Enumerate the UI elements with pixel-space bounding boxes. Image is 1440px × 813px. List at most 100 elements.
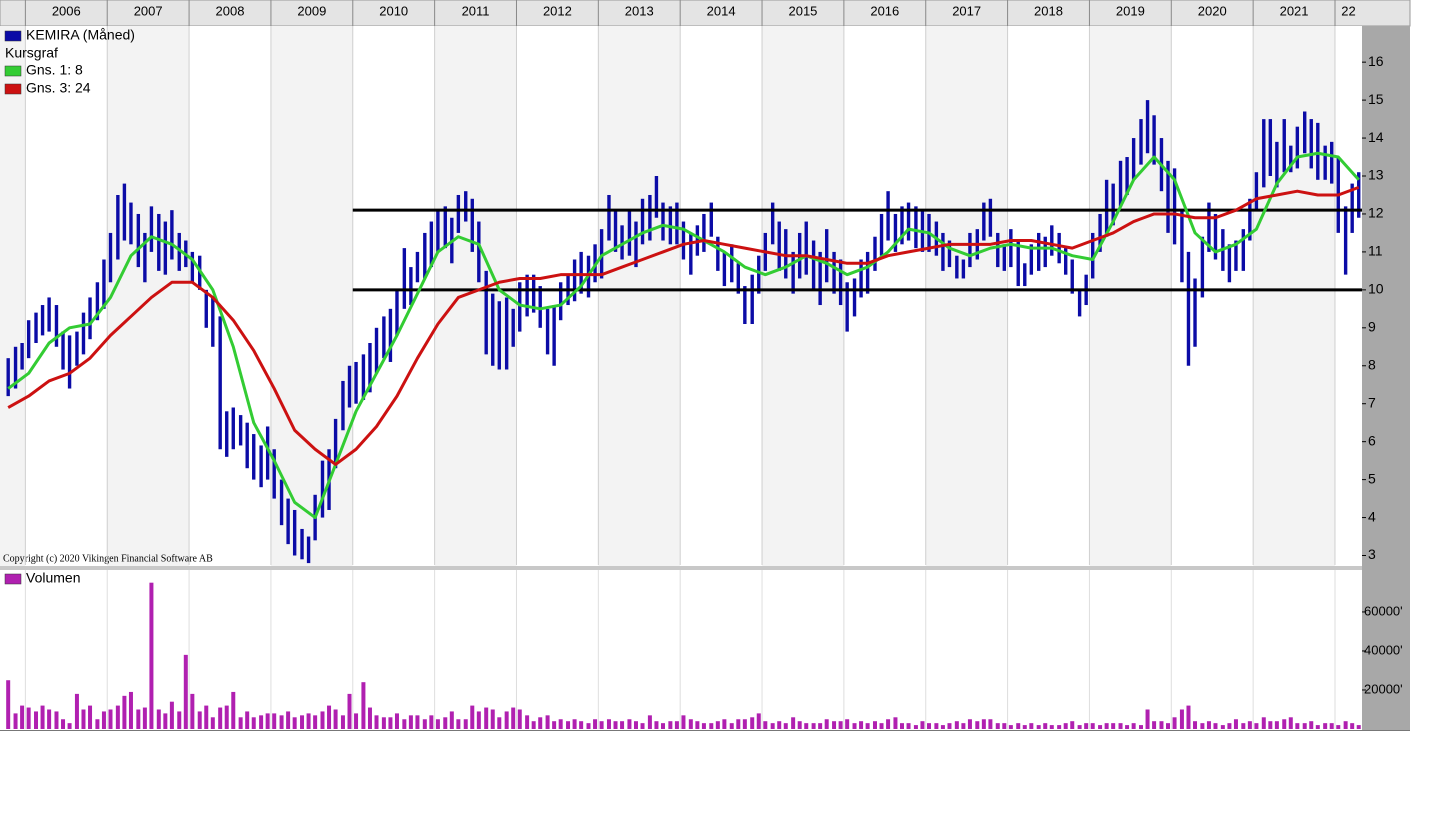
- volume-bar: [306, 713, 311, 729]
- volume-bar: [251, 717, 256, 729]
- volume-bar: [770, 723, 775, 729]
- volume-bar: [1323, 723, 1328, 729]
- y-tick-label: 14: [1368, 129, 1384, 145]
- volume-bar: [402, 719, 407, 729]
- x-tick-label: 2018: [1034, 3, 1063, 18]
- volume-bar: [1063, 723, 1068, 729]
- volume-bar: [899, 723, 904, 729]
- volume-bar: [354, 713, 359, 729]
- volume-bar: [1206, 721, 1211, 729]
- y-tick-label: 7: [1368, 394, 1376, 410]
- volume-bar: [1152, 721, 1157, 729]
- volume-bar: [709, 723, 714, 729]
- volume-bar: [545, 715, 550, 729]
- volume-bar: [197, 711, 202, 729]
- volume-bar: [1268, 721, 1273, 729]
- volume-bar: [783, 723, 788, 729]
- volume-bar: [218, 707, 223, 729]
- x-tick-label: 2008: [216, 3, 245, 18]
- year-band: [925, 26, 1008, 566]
- y-tick-label: 12: [1368, 205, 1384, 221]
- volume-bar: [1090, 723, 1095, 729]
- volume-bar: [54, 711, 59, 729]
- volume-bar: [61, 719, 66, 729]
- volume-bar: [1043, 723, 1048, 729]
- volume-bar: [674, 721, 679, 729]
- volume-bar: [927, 723, 932, 729]
- volume-bar: [715, 721, 720, 729]
- volume-bar: [95, 719, 100, 729]
- volume-bar: [879, 723, 884, 729]
- volume-bar: [586, 723, 591, 729]
- volume-bar: [1315, 725, 1320, 729]
- volume-bar: [572, 719, 577, 729]
- volume-bar: [613, 721, 618, 729]
- volume-bar: [791, 717, 796, 729]
- volume-bar: [333, 709, 338, 729]
- legend-note: Kursgraf: [5, 45, 58, 61]
- x-tick-label: 22: [1341, 3, 1355, 18]
- volume-bar: [633, 721, 638, 729]
- volume-bar: [115, 705, 120, 729]
- panel-divider: [0, 566, 1362, 570]
- y2-tick-label: 40000': [1364, 642, 1403, 657]
- time-axis-bar: [0, 0, 1411, 27]
- y2-tick-label: 60000': [1364, 603, 1403, 618]
- volume-bar: [695, 721, 700, 729]
- volume-bar: [647, 715, 652, 729]
- x-tick-label: 2016: [870, 3, 899, 18]
- volume-bar: [374, 715, 379, 729]
- x-tick-label: 2006: [52, 3, 81, 18]
- volume-bar: [435, 719, 440, 729]
- year-band: [1089, 26, 1172, 566]
- volume-bar: [504, 711, 509, 729]
- volume-bar: [1295, 723, 1300, 729]
- volume-bar: [361, 682, 366, 729]
- volume-bar: [811, 723, 816, 729]
- volume-bar: [422, 719, 427, 729]
- volume-bar: [1193, 721, 1198, 729]
- volume-bar: [920, 721, 925, 729]
- volume-bar: [101, 711, 106, 729]
- volume-bar: [13, 713, 18, 729]
- volume-bar: [1247, 721, 1252, 729]
- y-tick-label: 11: [1368, 243, 1383, 259]
- volume-bar: [660, 723, 665, 729]
- volume-bar: [1022, 725, 1027, 729]
- volume-bar: [81, 709, 86, 729]
- volume-bar: [74, 693, 79, 729]
- legend-label: KEMIRA (Måned): [26, 27, 135, 43]
- year-band: [1334, 26, 1362, 566]
- volume-bar: [1213, 723, 1218, 729]
- volume-bar: [517, 709, 522, 729]
- volume-bar: [456, 719, 461, 729]
- volume-bar: [1309, 721, 1314, 729]
- legend-label: Volumen: [26, 570, 80, 586]
- y-tick-label: 16: [1368, 53, 1384, 69]
- volume-bar: [1200, 723, 1205, 729]
- volume-bar: [722, 719, 727, 729]
- volume-bar: [558, 719, 563, 729]
- y2-tick-label: 20000': [1364, 681, 1403, 696]
- volume-bar: [627, 719, 632, 729]
- volume-bar: [1057, 725, 1062, 729]
- volume-bar: [449, 711, 454, 729]
- volume-bar: [566, 721, 571, 729]
- volume-bar: [1070, 721, 1075, 729]
- volume-bar: [1049, 725, 1054, 729]
- year-band: [189, 26, 271, 566]
- volume-bar: [1118, 723, 1123, 729]
- y-tick-label: 6: [1368, 432, 1376, 448]
- volume-bar: [210, 717, 215, 729]
- volume-bar: [859, 721, 864, 729]
- volume-bar: [183, 654, 188, 729]
- volume-bar: [742, 719, 747, 729]
- volume-bar: [1282, 719, 1287, 729]
- volume-bar: [108, 709, 113, 729]
- volume-bar: [777, 721, 782, 729]
- x-tick-label: 2017: [952, 3, 981, 18]
- volume-bar: [136, 709, 141, 729]
- volume-bar: [88, 705, 93, 729]
- volume-bar: [934, 723, 939, 729]
